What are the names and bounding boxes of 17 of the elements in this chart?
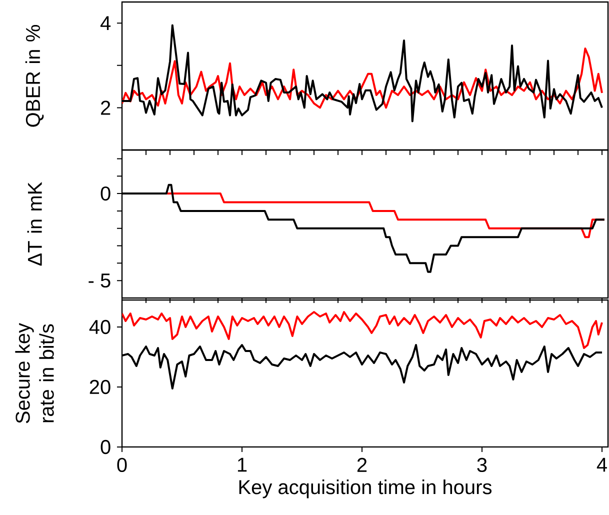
y-tick-label: 2 — [101, 100, 110, 115]
x-tick-label: 3 — [477, 458, 487, 472]
y-axis-title: Secure key rate in bit/s — [15, 322, 54, 424]
x-tick-label: 0 — [117, 458, 127, 472]
x-tick-label: 4 — [596, 458, 607, 472]
x-tick-label: 1 — [238, 458, 247, 472]
y-tick-label: 20 — [90, 380, 110, 394]
y-tick-label: - 5 — [88, 274, 110, 288]
line-series — [122, 311, 604, 350]
y-tick-label: 4 — [100, 16, 111, 30]
x-axis-title: Key acquisition time in hours — [239, 480, 492, 498]
y-axis-title: ΔT in mK — [27, 182, 42, 266]
y-axis-title: QBER in % — [25, 25, 44, 127]
x-tick-label: 2 — [357, 458, 367, 472]
y-tick-label: 0 — [100, 186, 110, 201]
y-tick-label: 0 — [100, 440, 110, 454]
y-tick-label: 40 — [89, 320, 110, 334]
